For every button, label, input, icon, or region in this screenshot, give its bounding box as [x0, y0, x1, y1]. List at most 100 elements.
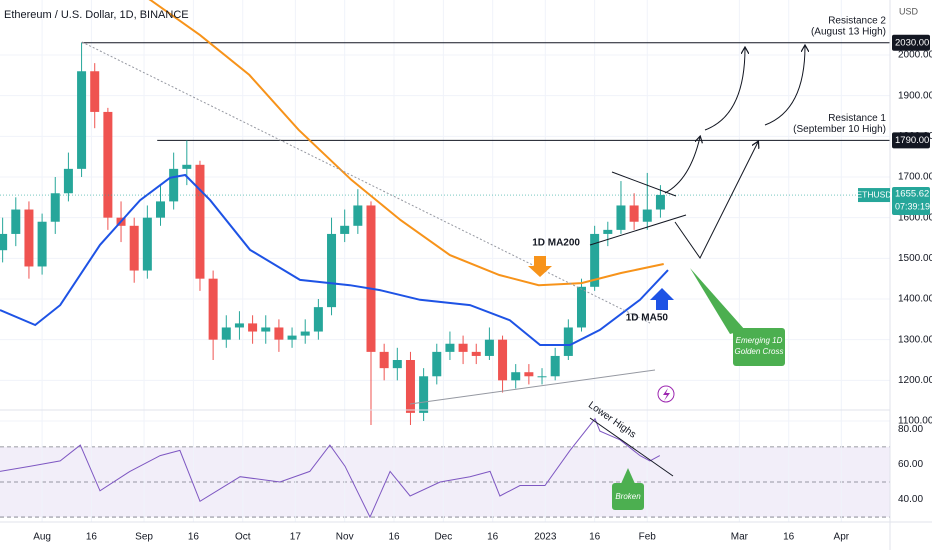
candle-body	[603, 229, 613, 234]
countdown-label: 07:39:19	[895, 201, 930, 211]
level-name: Resistance 1	[828, 113, 886, 124]
candle-body	[590, 233, 600, 287]
callout-text: Emerging 1D	[736, 336, 783, 345]
candle-body	[300, 331, 310, 336]
candle-body	[248, 323, 258, 332]
candle-body	[195, 164, 205, 279]
level-label: 1790.00	[895, 135, 929, 146]
ma200-label: 1D MA200	[532, 238, 580, 249]
candle-body	[576, 286, 586, 328]
candle-body	[405, 360, 415, 413]
moving-average	[0, 173, 669, 346]
x-tick-label: Sep	[135, 532, 153, 543]
callout-pointer	[620, 468, 636, 486]
ma200-arrow	[528, 256, 552, 277]
projection-arrow	[664, 137, 700, 194]
level-tag	[892, 132, 930, 149]
candle-body	[142, 217, 152, 271]
candle-body	[274, 327, 284, 340]
candle-body	[63, 168, 73, 194]
currency: USD	[899, 6, 919, 16]
x-tick-label: Aug	[33, 532, 51, 543]
candle-body	[182, 164, 192, 169]
candle-body	[511, 372, 521, 381]
candle-body	[221, 327, 231, 340]
x-tick-label: 16	[86, 532, 98, 543]
projection-arrow	[764, 46, 805, 126]
candle-body	[340, 225, 350, 234]
candle-body	[77, 71, 87, 169]
pennant-line	[589, 214, 687, 246]
x-tick-label: 16	[388, 532, 400, 543]
candle-body	[129, 225, 139, 271]
candle-body	[327, 233, 337, 308]
rsi-tick-label: 40.00	[898, 494, 923, 505]
event-icon	[663, 388, 670, 401]
candle-body	[616, 205, 626, 230]
callout-text: Golden Cross	[735, 347, 784, 356]
x-tick-label: Apr	[834, 532, 850, 543]
pennant-line	[611, 171, 677, 197]
level-note: (September 10 High)	[793, 124, 886, 135]
y-tick-label: 1700.00	[898, 172, 932, 183]
x-tick-label: 2023	[534, 532, 557, 543]
level-label: 2030.00	[895, 37, 929, 48]
candle-body	[629, 205, 639, 222]
x-tick-label: 17	[290, 532, 302, 543]
candle-body	[169, 168, 179, 202]
drawings	[81, 41, 805, 510]
candle-body	[550, 355, 560, 377]
candle-body	[445, 343, 455, 352]
candle-body	[50, 193, 60, 222]
x-tick-label: 16	[783, 532, 795, 543]
x-tick-label: 16	[487, 532, 499, 543]
x-tick-label: Mar	[731, 532, 749, 543]
rsi-tick-label: 60.00	[898, 459, 923, 470]
candle-body	[11, 209, 21, 234]
candle-body	[234, 323, 244, 328]
candle-body	[287, 335, 297, 340]
trendline	[409, 369, 656, 405]
moving-average	[148, 0, 664, 287]
candle-body	[419, 376, 429, 413]
x-tick-label: 16	[188, 532, 200, 543]
candle-body	[24, 209, 34, 267]
candle-body	[537, 376, 547, 378]
candle-body	[563, 327, 573, 356]
symbol-label: ETHUSD	[857, 189, 892, 199]
symbol-tag	[858, 188, 890, 203]
y-tick-label: 1400.00	[898, 294, 932, 305]
x-tick-label: Dec	[434, 532, 452, 543]
y-tick-label: 1100.00	[898, 416, 932, 427]
x-tick-label: Feb	[639, 532, 657, 543]
y-tick-label: 1300.00	[898, 334, 932, 345]
level-note: (August 13 High)	[811, 26, 886, 37]
x-tick-label: 16	[589, 532, 601, 543]
rsi-line	[0, 417, 661, 519]
y-tick-label: 2000.00	[898, 50, 932, 61]
trendline	[81, 41, 651, 324]
candle-body	[261, 327, 271, 332]
chart-title: Ethereum / U.S. Dollar, 1D, BINANCE	[4, 9, 189, 21]
level-name: Resistance 2	[828, 15, 886, 26]
candle-body	[484, 339, 494, 356]
callout-pointer	[690, 268, 745, 334]
callout-box	[612, 483, 644, 510]
candle-body	[524, 372, 534, 377]
candle-body	[379, 351, 389, 369]
candle-body	[498, 339, 508, 381]
x-tick-label: Nov	[336, 532, 354, 543]
candle-body	[313, 307, 323, 332]
callout-text: Broken	[615, 492, 641, 501]
candle-body	[37, 221, 47, 267]
candle-body	[458, 343, 468, 352]
candle-body	[156, 201, 166, 218]
candle-body	[432, 351, 442, 377]
candle-body	[366, 205, 376, 352]
candle-body	[471, 351, 481, 356]
projection-arrow	[704, 48, 745, 131]
price-tag	[892, 187, 930, 216]
y-tick-label: 1900.00	[898, 90, 932, 101]
candle-body	[103, 111, 113, 218]
